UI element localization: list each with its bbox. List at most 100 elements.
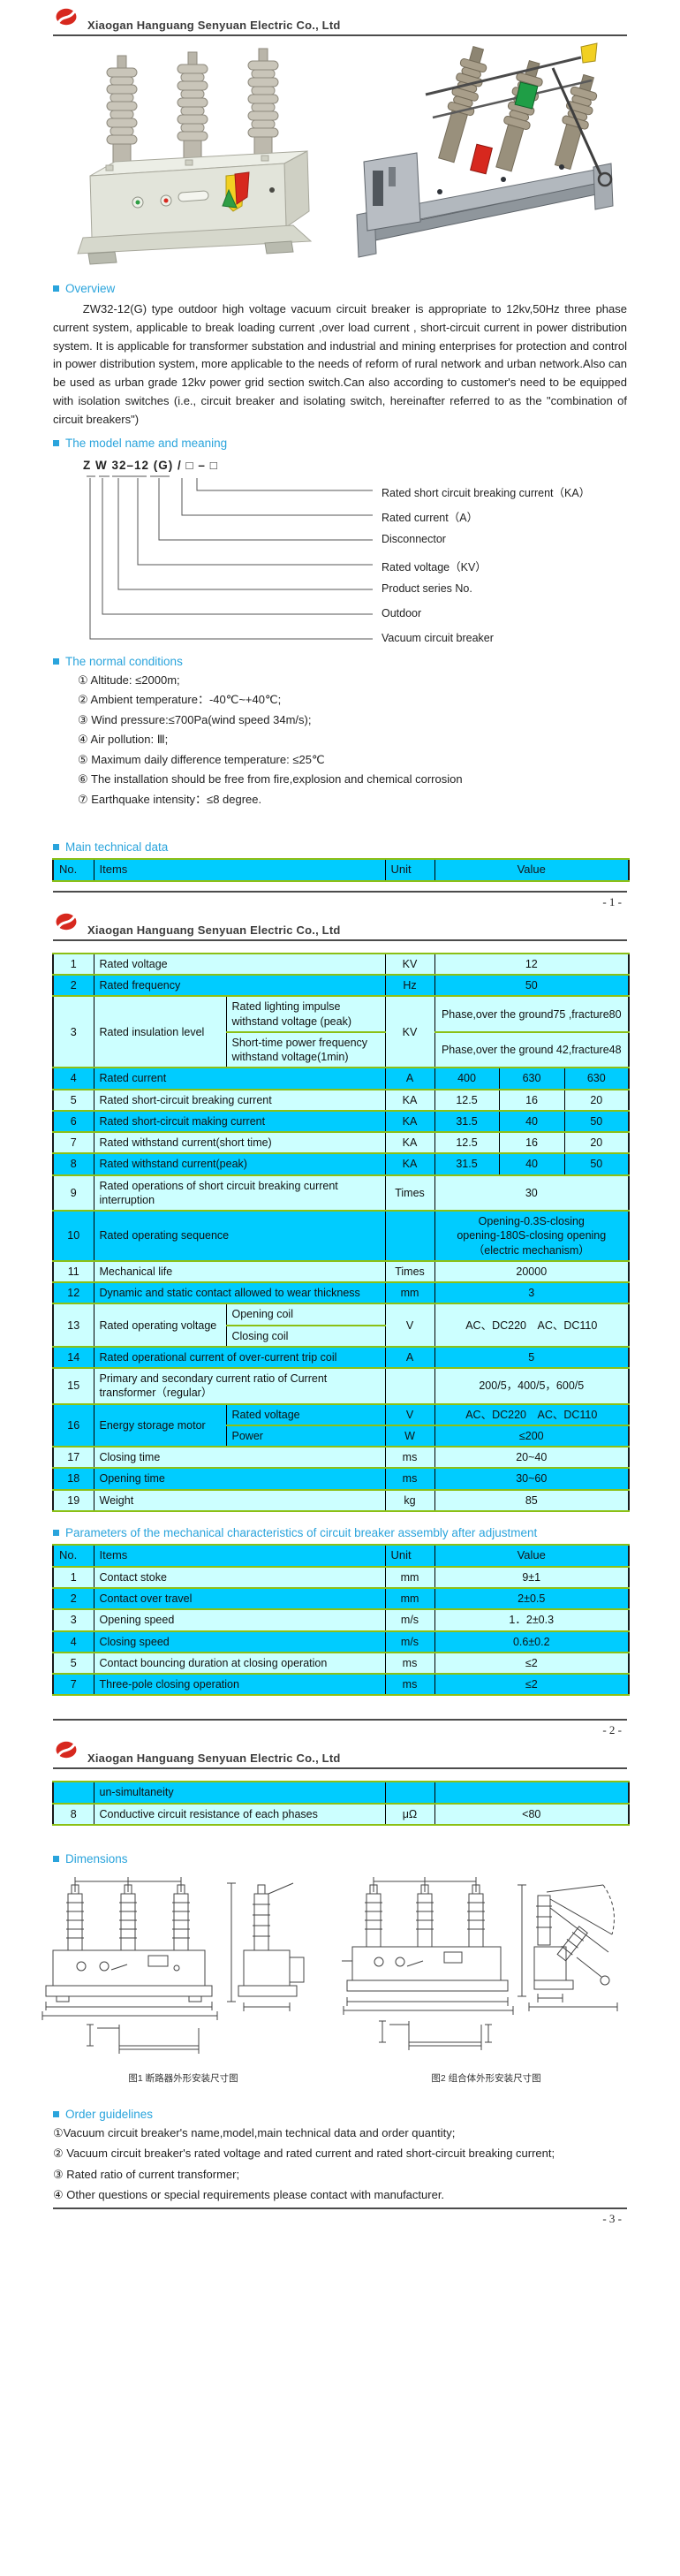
section-bullet-icon: [53, 657, 59, 665]
company-logo-icon: [53, 1739, 79, 1765]
table-row: 14 Rated operational current of over-curr…: [52, 1345, 630, 1370]
page3-footer: - 3 -: [0, 2207, 680, 2226]
table-row: 7 Three-pole closing operation ms ≤2: [52, 1673, 630, 1697]
page1-number: - 1 -: [602, 894, 622, 908]
table-row: un-simultaneity: [52, 1781, 630, 1805]
main-data-title: Main technical data: [53, 840, 680, 854]
main-data-header-table: No. Items Unit Value: [52, 858, 630, 882]
order-item: ④ Other questions or special requirement…: [53, 2188, 445, 2202]
col-items: Items: [93, 858, 386, 882]
dimension-figures: 图1 断路器外形安装尺寸图: [35, 1873, 645, 2085]
section-bullet-icon: [53, 439, 59, 446]
breaker-photo-front: [77, 48, 313, 265]
table-row: 12 Dynamic and static contact allowed to …: [52, 1281, 630, 1305]
table-row: 17 Closing time ms 20~40: [52, 1446, 630, 1470]
table-row: 5 Contact bouncing duration at closing op…: [52, 1651, 630, 1676]
normal-conditions-list: ① Altitude: ≤2000m; ② Ambient temperatur…: [78, 672, 680, 809]
page2-header: Xiaogan Hanguang Senyuan Electric Co., L…: [53, 909, 627, 941]
breaker-photo-side: [356, 42, 614, 258]
model-title-text: The model name and meaning: [65, 436, 228, 450]
model-label: Rated short circuit breaking current（KA）: [382, 486, 591, 499]
model-label: Product series No.: [382, 581, 472, 595]
section-bullet-icon: [53, 1529, 59, 1536]
model-label: Vacuum circuit breaker: [382, 631, 494, 644]
table-row: 4 Closing speed m/s 0.6±0.2: [52, 1630, 630, 1653]
mech-title-text: Parameters of the mechanical characteris…: [65, 1525, 538, 1539]
table-row: 3 Opening speed m/s 1．2±0.3: [52, 1608, 630, 1632]
page2-number: - 2 -: [602, 1723, 622, 1737]
outline-drawing-1: [42, 1876, 305, 2054]
model-label: Disconnector: [382, 532, 446, 545]
table-header-row: No. Items Unit Value: [52, 1543, 630, 1568]
page3-header: Xiaogan Hanguang Senyuan Electric Co., L…: [53, 1737, 627, 1770]
table-row: Power W ≤200: [53, 1424, 630, 1448]
table-row: 7 Rated withstand current(short time) KA …: [52, 1131, 630, 1155]
main-data-title-text: Main technical data: [65, 840, 169, 855]
table-row: 2 Rated frequency Hz 50: [52, 974, 630, 998]
table-row: 9 Rated operations of short circuit break…: [52, 1174, 630, 1212]
mech-section-title: Parameters of the mechanical characteris…: [53, 1526, 680, 1539]
order-item: ③ Rated ratio of current transformer;: [53, 2167, 240, 2181]
table-row: 6 Rated short-circuit making current KA 3…: [52, 1109, 630, 1134]
table-row: Short-time power frequency withstand vol…: [53, 1030, 630, 1069]
table-row: 15 Primary and secondary current ratio of…: [52, 1367, 630, 1405]
table-row: 10 Rated operating sequence Opening-0.3S-…: [52, 1210, 630, 1262]
col-no: No.: [52, 858, 94, 882]
table-row: 16 Energy storage motor Rated voltage V …: [52, 1402, 630, 1448]
page1-header: Xiaogan Hanguang Senyuan Electric Co., L…: [53, 0, 627, 36]
order-item: ①Vacuum circuit breaker's name,model,mai…: [53, 2125, 456, 2139]
mech-table: No. Items Unit Value 1 Contact stoke mm 9±…: [52, 1543, 630, 1697]
table-row: 8 Conductive circuit resistance of each p…: [52, 1802, 630, 1826]
model-label: Rated voltage（KV）: [382, 560, 487, 574]
figure2-caption: 图2 组合体外形安装尺寸图: [431, 2072, 541, 2084]
dimensions-title: Dimensions: [53, 1852, 680, 1866]
company-name: Xiaogan Hanguang Senyuan Electric Co., L…: [87, 1752, 341, 1766]
table-row: 5 Rated short-circuit breaking current KA…: [52, 1088, 630, 1112]
tech-table: 1 Rated voltage KV 12 2 Rated frequency Hz 5…: [52, 952, 631, 1512]
order-title-text: Order guidelines: [65, 2107, 154, 2121]
condition-item: ④ Air pollution: Ⅲ;: [78, 733, 169, 747]
model-meaning-diagram: Z W 32–12 (G) / □ – □ Rated short circui…: [53, 459, 627, 651]
outline-drawing-2: [342, 1876, 618, 2050]
condition-item: ⑦ Earthquake intensity：≤8 degree.: [78, 792, 262, 806]
order-guidelines-title: Order guidelines: [53, 2108, 680, 2121]
table-row: 11 Mechanical life Times 20000: [52, 1259, 630, 1284]
table-row: 8 Rated withstand current(peak) KA 31.5 40…: [52, 1152, 630, 1176]
model-section-title: The model name and meaning: [53, 437, 680, 450]
normal-conditions-title: The normal conditions: [53, 655, 680, 668]
section-bullet-icon: [53, 1855, 59, 1862]
page2-footer-rule: [53, 1719, 627, 1721]
overview-paragraph: ZW32-12(G) type outdoor high voltage vac…: [53, 302, 627, 426]
table-row: 13 Rated operating voltage Opening coil …: [52, 1303, 630, 1348]
company-logo-icon: [53, 6, 79, 32]
product-photos: [53, 42, 627, 270]
condition-item: ① Altitude: ≤2000m;: [78, 672, 180, 687]
dimensions-title-text: Dimensions: [65, 1851, 128, 1866]
table-row: 18 Opening time ms 30~60: [52, 1467, 630, 1491]
page1-footer-rule: [53, 890, 627, 893]
table-row: 3 Rated insulation level Rated lighting …: [52, 995, 630, 1069]
continuation-table: un-simultaneity 8 Conductive circuit resi…: [52, 1781, 630, 1826]
table-row: 4 Rated current A 400 630 630: [52, 1067, 630, 1090]
model-label: Rated current（A）: [382, 511, 479, 524]
condition-item: ⑤ Maximum daily difference temperature: …: [78, 752, 325, 766]
figure1-caption: 图1 断路器外形安装尺寸图: [128, 2072, 238, 2084]
condition-item: ② Ambient temperature：-40℃~+40℃;: [78, 693, 282, 707]
overview-title-text: Overview: [65, 282, 116, 295]
condition-item: ③ Wind pressure:≤700Pa(wind speed 34m/s)…: [78, 712, 312, 726]
company-logo-icon: [53, 911, 79, 937]
figure-2: 图2 组合体外形安装尺寸图: [338, 1873, 634, 2085]
table-header-row: No. Items Unit Value: [52, 858, 630, 882]
model-label: Outdoor: [382, 606, 422, 619]
model-code: Z W 32–12 (G) / □ – □: [83, 458, 218, 472]
table-row: 2 Contact over travel mm 2±0.5: [52, 1587, 630, 1611]
condition-item: ⑥ The installation should be free from f…: [78, 772, 463, 786]
col-value: Value: [434, 858, 630, 882]
page3-number: - 3 -: [602, 2211, 622, 2225]
section-bullet-icon: [53, 2110, 59, 2117]
model-diagram-lines: [87, 475, 373, 640]
table-row: Closing coil: [53, 1324, 629, 1348]
normal-title-text: The normal conditions: [65, 654, 183, 668]
order-guidelines-list: ①Vacuum circuit breaker's name,model,mai…: [53, 2124, 627, 2204]
